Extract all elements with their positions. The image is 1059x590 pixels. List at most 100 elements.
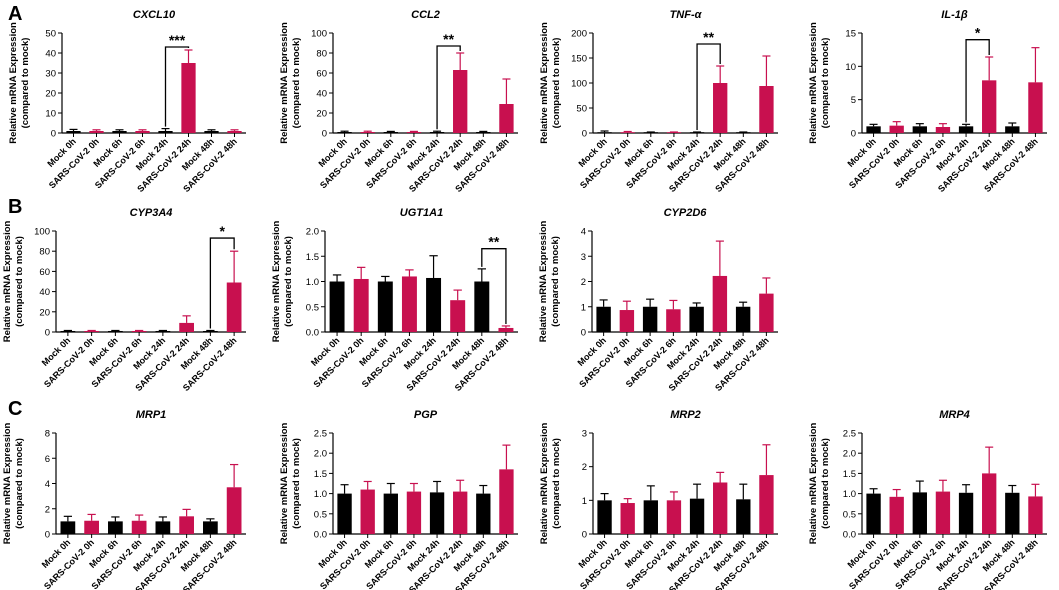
bar-ugt1a1-sars-cov-2-0h [353, 278, 369, 332]
bar-ugt1a1-mock-48h [474, 281, 490, 332]
bar-pgp-mock-6h [383, 493, 398, 534]
y-axis-label-2-cyp2d6: (compared to mock) [550, 236, 561, 327]
bar-tnf-sars-cov-2-48h [759, 86, 774, 133]
y-axis-label-1-pgp: Relative mRNA Expression [279, 423, 290, 545]
bar-pgp-mock-0h [337, 493, 352, 534]
y-tick-label-cxcl10: 10 [45, 109, 56, 120]
bar-cyp3a4-sars-cov-2-48h [226, 282, 242, 332]
bar-il-1-sars-cov-2-48h [1028, 82, 1043, 133]
y-tick-label-ugt1a1: 1.0 [306, 277, 319, 288]
bar-mrp2-sars-cov-2-0h [620, 503, 635, 534]
y-tick-label-tnf: 100 [571, 79, 587, 90]
chart-title-cxcl10: CXCL10 [133, 9, 176, 21]
bar-cxcl10-mock-6h [112, 131, 127, 133]
bar-ccl2-mock-6h [383, 132, 398, 133]
bar-ugt1a1-sars-cov-2-6h [401, 276, 417, 332]
y-tick-label-ugt1a1: 0.5 [306, 302, 319, 313]
bar-cxcl10-sars-cov-2-0h [89, 131, 104, 133]
bar-cyp2d6-sars-cov-2-24h [712, 275, 728, 332]
y-tick-label-ugt1a1: 1.5 [306, 252, 319, 263]
significance-bracket-il-1 [965, 39, 990, 123]
bar-il-1-sars-cov-2-6h [935, 127, 951, 133]
bar-ugt1a1-sars-cov-2-48h [498, 327, 514, 332]
bar-tnf-mock-6h [643, 132, 658, 133]
bar-cyp2d6-sars-cov-2-6h [666, 309, 681, 332]
y-tick-label-pgp: 1.0 [314, 489, 327, 500]
bar-il-1-mock-48h [1005, 126, 1020, 133]
y-axis-label-1-tnf: Relative mRNA Expression [539, 22, 550, 144]
y-tick-label-mrp2: 0 [582, 530, 587, 541]
chart-mrp4: MRP4 Relative mRNA Expression (compared to… [808, 409, 1047, 590]
chart-title-cyp3a4: CYP3A4 [130, 207, 173, 219]
bar-mrp2-mock-0h [597, 500, 612, 534]
bar-cxcl10-mock-0h [66, 131, 81, 133]
bar-cyp3a4-mock-0h [60, 330, 76, 332]
chart-title-tnf: TNF-α [670, 9, 703, 21]
y-axis-label-2-cxcl10: (compared to mock) [20, 38, 31, 129]
bar-mrp4-mock-0h [866, 493, 881, 534]
chart-tnf: TNF-α Relative mRNA Expression (compared t… [539, 9, 778, 194]
y-tick-label-il-1: 0 [851, 129, 856, 140]
bar-ugt1a1-mock-6h [377, 281, 393, 332]
bar-cyp2d6-mock-6h [642, 306, 658, 332]
chart-cyp3a4: CYP3A4 Relative mRNA Expression (compared … [2, 207, 246, 393]
y-tick-label-mrp1: 2 [45, 504, 50, 515]
y-axis-label-1-cyp3a4: Relative mRNA Expression [2, 221, 13, 343]
y-tick-label-pgp: 2.5 [314, 429, 327, 440]
y-tick-label-ccl2: 60 [316, 69, 327, 80]
chart-title-pgp: PGP [414, 409, 438, 421]
bar-tnf-sars-cov-2-0h [620, 132, 635, 133]
bar-pgp-sars-cov-2-6h [406, 491, 422, 534]
bar-ccl2-sars-cov-2-0h [360, 132, 375, 133]
significance-bracket-cyp3a4 [209, 237, 235, 329]
panel-label-b: B [8, 196, 23, 218]
bar-cyp2d6-mock-48h [735, 306, 751, 332]
bar-cyp3a4-mock-48h [203, 330, 218, 332]
y-axis-label-2-mrp2: (compared to mock) [551, 438, 562, 529]
chart-ccl2: CCL2 Relative mRNA Expression (compared to… [279, 9, 518, 194]
chart-cyp2d6: CYP2D6 Relative mRNA Expression (compared … [538, 207, 778, 393]
y-axis-label-2-pgp: (compared to mock) [291, 438, 302, 529]
y-tick-label-mrp4: 0.0 [843, 530, 856, 541]
bar-il-1-mock-6h [912, 126, 927, 133]
bar-tnf-sars-cov-2-24h [713, 83, 728, 133]
y-axis-label-2-cyp3a4: (compared to mock) [14, 236, 25, 327]
y-tick-label-cyp3a4: 60 [39, 267, 50, 278]
bar-ccl2-sars-cov-2-6h [406, 132, 422, 133]
y-axis-label-1-mrp4: Relative mRNA Expression [808, 423, 819, 545]
y-tick-label-pgp: 1.5 [314, 469, 327, 480]
y-tick-label-pgp: 2.0 [314, 449, 327, 460]
panel-label-a: A [8, 3, 23, 25]
bar-mrp1-sars-cov-2-48h [226, 487, 242, 534]
bar-pgp-sars-cov-2-48h [499, 469, 514, 534]
y-tick-label-ccl2: 80 [316, 49, 327, 60]
bar-ccl2-sars-cov-2-24h [453, 70, 468, 133]
significance-bracket-ccl2 [436, 45, 461, 130]
bar-ccl2-mock-48h [476, 132, 491, 133]
y-axis-label-2-mrp4: (compared to mock) [820, 438, 831, 529]
y-tick-label-mrp1: 4 [45, 479, 50, 490]
chart-title-ugt1a1: UGT1A1 [400, 207, 443, 219]
bar-cyp2d6-mock-0h [596, 306, 611, 332]
y-tick-label-ccl2: 20 [316, 109, 327, 120]
bar-tnf-mock-24h [689, 132, 705, 133]
significance-label-ugt1a1: ** [488, 234, 499, 250]
bar-pgp-mock-24h [429, 492, 445, 534]
bar-mrp2-mock-24h [689, 498, 705, 534]
y-tick-label-cxcl10: 50 [45, 29, 56, 40]
bar-mrp4-mock-24h [958, 492, 974, 534]
y-tick-label-mrp4: 1.5 [843, 469, 856, 480]
y-tick-label-il-1: 5 [851, 95, 856, 106]
y-tick-label-tnf: 0 [582, 129, 587, 140]
bar-mrp1-mock-24h [155, 521, 171, 534]
bar-cyp3a4-sars-cov-2-24h [179, 322, 194, 332]
y-tick-label-il-1: 15 [845, 29, 856, 40]
bar-mrp1-sars-cov-2-6h [131, 520, 147, 534]
chart-title-ccl2: CCL2 [411, 9, 440, 21]
y-tick-label-cyp2d6: 2 [581, 277, 586, 288]
y-tick-label-cyp3a4: 100 [34, 227, 50, 238]
chart-title-mrp4: MRP4 [939, 409, 970, 421]
bar-mrp1-mock-6h [108, 521, 123, 534]
y-tick-label-pgp: 0.0 [314, 530, 327, 541]
